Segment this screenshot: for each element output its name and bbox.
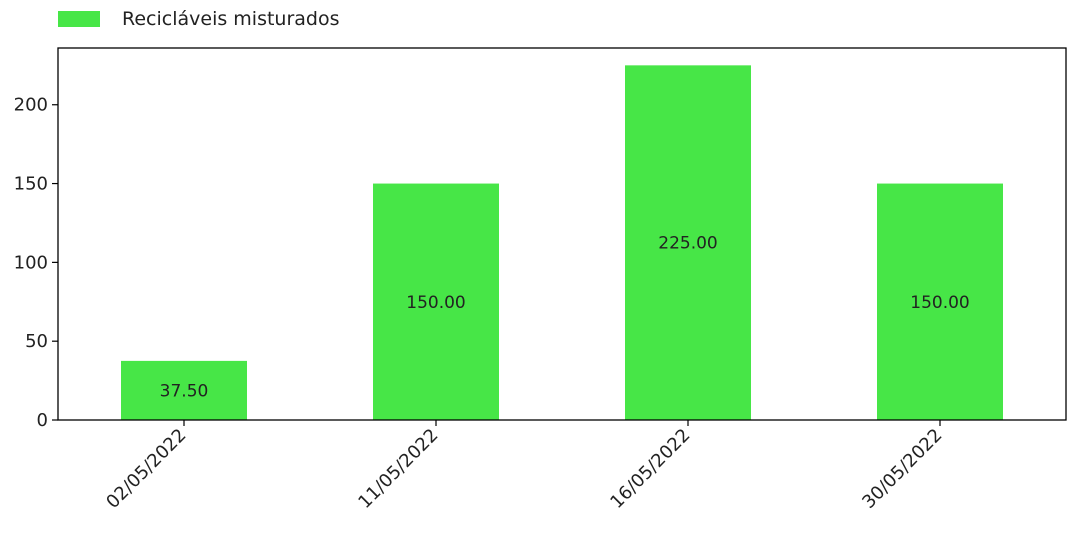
y-tick-label-1: 50 bbox=[25, 331, 48, 352]
plot-frame bbox=[57, 47, 1067, 421]
x-tick-label-2: 16/05/2022 bbox=[606, 425, 694, 513]
legend-label: Recicláveis misturados bbox=[122, 8, 340, 30]
legend: Recicláveis misturados bbox=[58, 8, 340, 30]
data-labels-group: 37.50 150.00 225.00 150.00 bbox=[160, 234, 970, 402]
data-label-3: 150.00 bbox=[910, 293, 969, 313]
bar-2 bbox=[625, 65, 751, 420]
y-tick-label-0: 0 bbox=[37, 410, 48, 431]
y-tick-label-2: 100 bbox=[14, 252, 48, 273]
y-axis: 0 50 100 150 200 bbox=[14, 95, 58, 431]
bar-3 bbox=[877, 183, 1003, 420]
data-label-1: 150.00 bbox=[406, 293, 465, 313]
y-tick-label-4: 200 bbox=[14, 95, 48, 116]
data-label-0: 37.50 bbox=[160, 381, 209, 401]
x-tick-label-1: 11/05/2022 bbox=[354, 425, 442, 513]
x-tick-label-0: 02/05/2022 bbox=[102, 425, 190, 513]
x-axis: 02/05/2022 11/05/2022 16/05/2022 30/05/2022 bbox=[102, 420, 947, 513]
data-label-2: 225.00 bbox=[658, 234, 717, 254]
bar-1 bbox=[373, 183, 499, 420]
y-tick-label-3: 150 bbox=[14, 174, 48, 195]
x-tick-label-3: 30/05/2022 bbox=[858, 425, 946, 513]
bar-0 bbox=[121, 360, 247, 420]
bars-group bbox=[121, 65, 1003, 420]
legend-swatch bbox=[58, 11, 100, 27]
